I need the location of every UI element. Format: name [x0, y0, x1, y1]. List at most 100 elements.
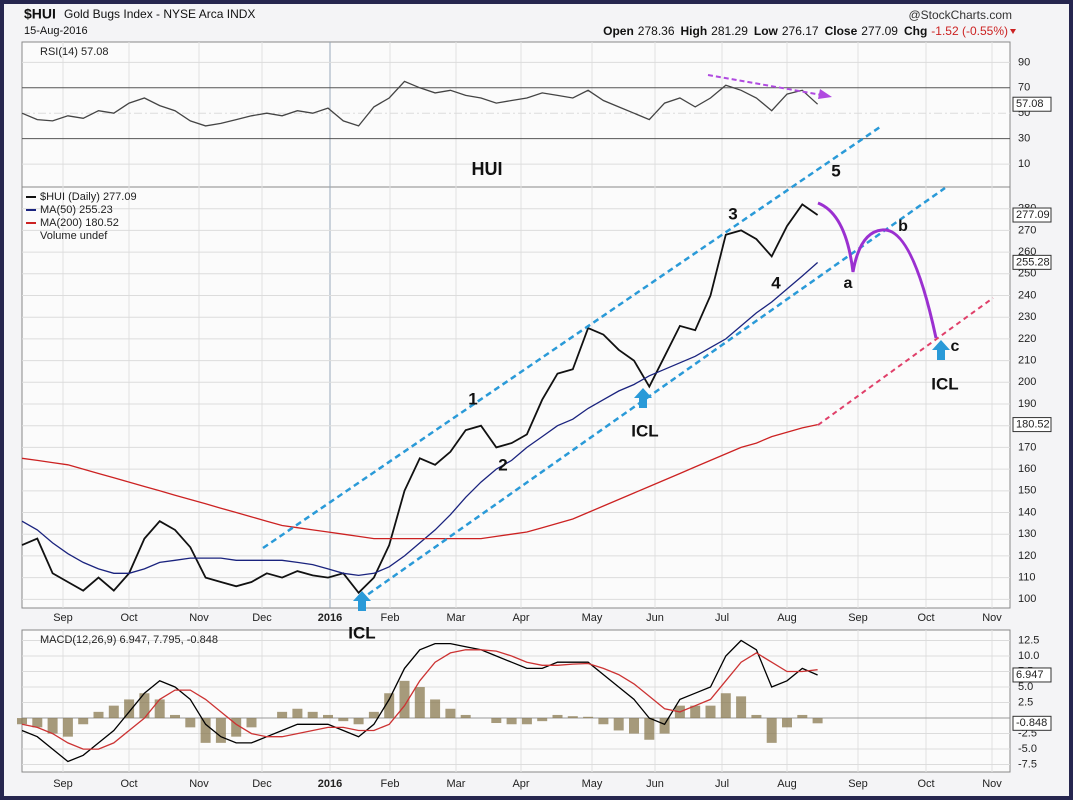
x-tick-label: May	[582, 778, 603, 790]
y-tick-label: 100	[1018, 593, 1036, 605]
histogram-bar	[307, 711, 318, 719]
annotation: 1	[468, 389, 477, 408]
histogram-bar	[277, 711, 288, 719]
legend-entry: MA(50) 255.23	[40, 204, 113, 216]
histogram-bar	[552, 714, 563, 719]
y-tick-label: 70	[1018, 82, 1030, 94]
rsi-divergence-head	[818, 89, 832, 99]
value-tag-box	[1012, 715, 1052, 731]
value-tag: 277.09	[1016, 209, 1050, 221]
histogram-bar	[705, 705, 716, 719]
x-tick-label: Nov	[189, 612, 209, 624]
x-tick-label: Feb	[381, 612, 400, 624]
panel	[21, 41, 1011, 188]
channel-upper	[262, 125, 881, 550]
ma-projection	[817, 297, 994, 426]
y-tick-label: 240	[1018, 289, 1036, 301]
histogram-bar	[659, 718, 670, 734]
icl-arrow	[932, 340, 950, 360]
histogram-bar	[812, 718, 823, 724]
x-tick-label: Oct	[120, 778, 137, 790]
histogram-bar	[17, 718, 27, 725]
value-tag: 6.947	[1016, 669, 1044, 681]
y-tick-label: 130	[1018, 528, 1036, 540]
x-tick-label: Oct	[917, 612, 934, 624]
annotation: ICL	[631, 421, 658, 440]
x-tick-label: Apr	[512, 778, 529, 790]
histogram-bar	[292, 708, 303, 719]
histogram-bar	[766, 718, 777, 743]
histogram-bar	[399, 680, 410, 719]
histogram-bar	[598, 718, 609, 725]
y-tick-label: 270	[1018, 224, 1036, 236]
histogram-bar	[797, 714, 808, 719]
value-tag-box	[1012, 96, 1052, 112]
quote-label: Chg	[904, 24, 927, 38]
histogram-bar	[62, 718, 73, 737]
x-tick-label: May	[582, 612, 603, 624]
histogram-bar	[736, 696, 747, 719]
x-tick-label: Dec	[252, 612, 272, 624]
histogram-bar	[460, 714, 471, 719]
legend-entry: MA(200) 180.52	[40, 217, 119, 229]
histogram-bar	[644, 718, 655, 740]
y-tick-label: -5.0	[1018, 743, 1037, 755]
value-tag: 255.28	[1016, 256, 1050, 268]
series-line	[21, 639, 818, 763]
histogram-bar	[567, 716, 578, 719]
series-line	[21, 423, 818, 540]
source: @StockCharts.com	[908, 8, 1012, 22]
value-tag-box	[1012, 207, 1052, 223]
x-tick-label: Oct	[120, 612, 137, 624]
series-line	[21, 80, 819, 127]
y-tick-label: 150	[1018, 485, 1036, 497]
annotation: 5	[831, 161, 840, 180]
wave-projection	[817, 201, 938, 339]
x-tick-label: Sep	[53, 778, 73, 790]
histogram-bar	[384, 693, 395, 719]
value-tag-box	[1012, 254, 1052, 270]
quote-value: 281.29	[711, 24, 748, 38]
annotation: 4	[771, 273, 781, 292]
legend-entry: Volume undef	[40, 230, 108, 242]
histogram-bar	[445, 708, 456, 719]
y-tick-label: 120	[1018, 550, 1036, 562]
histogram-bar	[353, 718, 364, 725]
panel	[21, 629, 1011, 773]
quote-value: 278.36	[638, 24, 675, 38]
x-tick-label: Dec	[252, 778, 272, 790]
x-tick-label: 2016	[318, 778, 342, 790]
icl-arrow	[634, 388, 652, 408]
histogram-bar	[506, 718, 517, 725]
overlay	[262, 74, 994, 611]
histogram-bar	[323, 714, 333, 719]
value-tag: 180.52	[1016, 418, 1050, 430]
y-tick-label: 30	[1018, 133, 1030, 145]
histogram-bar	[537, 718, 548, 722]
x-tick-label: Jun	[646, 612, 664, 624]
y-tick-label: 10.0	[1018, 650, 1039, 662]
annotation: ICL	[931, 374, 958, 393]
value-tag-box	[1012, 667, 1052, 683]
x-tick-label: Apr	[512, 612, 529, 624]
y-tick-label: 5.0	[1018, 681, 1033, 693]
series-line	[21, 262, 819, 577]
legend-entry: $HUI (Daily) 277.09	[40, 191, 137, 203]
y-tick-label: 12.5	[1018, 634, 1039, 646]
histogram-bar	[47, 718, 58, 734]
histogram-bar	[246, 718, 257, 728]
quote: Open 278.36 High 281.29 Low 276.17 Close 277.09…	[603, 24, 1008, 38]
y-tick-label: 10	[1018, 158, 1030, 170]
histogram-bar	[720, 693, 731, 719]
y-tick-label: 200	[1018, 376, 1036, 388]
annotation: b	[898, 218, 908, 235]
annotation: a	[844, 275, 853, 292]
series-line	[21, 649, 818, 750]
histogram-bar	[613, 718, 624, 731]
histogram-bar	[414, 687, 425, 719]
histogram-bar	[139, 693, 150, 719]
histogram-bar	[782, 718, 792, 728]
y-tick-label: 220	[1018, 333, 1036, 345]
